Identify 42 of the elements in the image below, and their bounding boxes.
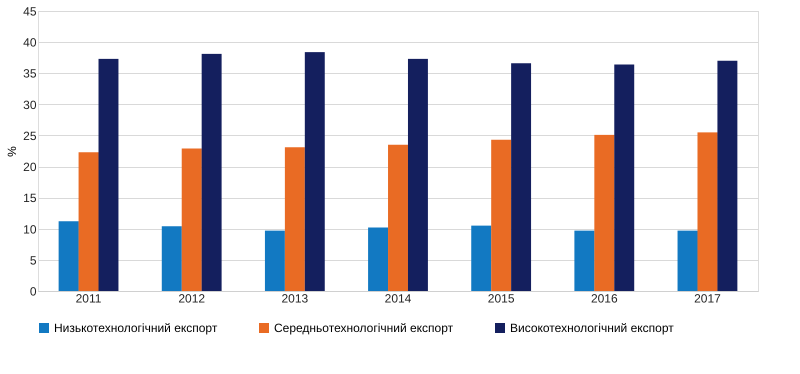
legend-label: Низькотехнологічний експорт bbox=[54, 321, 218, 335]
bar bbox=[98, 58, 118, 291]
legend-label: Високотехнологічний експорт bbox=[510, 321, 674, 335]
x-tick-label: 2016 bbox=[590, 292, 618, 306]
x-tick-label: 2011 bbox=[76, 292, 102, 306]
y-axis-title: % bbox=[5, 146, 20, 157]
bar bbox=[304, 52, 325, 291]
bar bbox=[368, 228, 388, 291]
y-tick-label: 5 bbox=[30, 253, 37, 268]
bar bbox=[78, 152, 99, 291]
x-tick-label: 2017 bbox=[694, 292, 722, 306]
bar bbox=[717, 60, 738, 291]
x-tick-label: 2013 bbox=[281, 292, 309, 306]
y-tick-label: 40 bbox=[23, 36, 37, 50]
y-tick-label: 20 bbox=[23, 160, 37, 174]
bar bbox=[58, 221, 79, 291]
y-tick-label: 15 bbox=[23, 191, 37, 206]
x-tick-label: 2014 bbox=[384, 292, 412, 306]
bar bbox=[697, 132, 718, 291]
y-tick-label: 25 bbox=[23, 128, 37, 143]
legend-label: Середньотехнологічний експорт bbox=[274, 321, 454, 335]
bar bbox=[491, 140, 512, 291]
bar bbox=[264, 230, 285, 291]
bar bbox=[202, 54, 222, 291]
y-tick-label: 10 bbox=[23, 222, 37, 236]
y-tick-label: 45 bbox=[23, 4, 37, 18]
bar bbox=[471, 226, 492, 291]
x-tick-label: 2012 bbox=[178, 292, 206, 306]
bar bbox=[678, 230, 698, 291]
bar bbox=[594, 134, 614, 291]
bar bbox=[162, 226, 182, 291]
y-tick-label: 35 bbox=[23, 66, 37, 81]
bar bbox=[574, 230, 594, 291]
y-tick-label: 0 bbox=[30, 284, 37, 298]
y-tick-label: 30 bbox=[23, 98, 37, 112]
bar bbox=[388, 144, 408, 291]
bar bbox=[614, 64, 634, 291]
bar bbox=[511, 63, 532, 291]
bar bbox=[284, 147, 305, 291]
bar bbox=[182, 148, 202, 291]
bar bbox=[408, 58, 428, 291]
x-tick-label: 2015 bbox=[488, 292, 515, 306]
